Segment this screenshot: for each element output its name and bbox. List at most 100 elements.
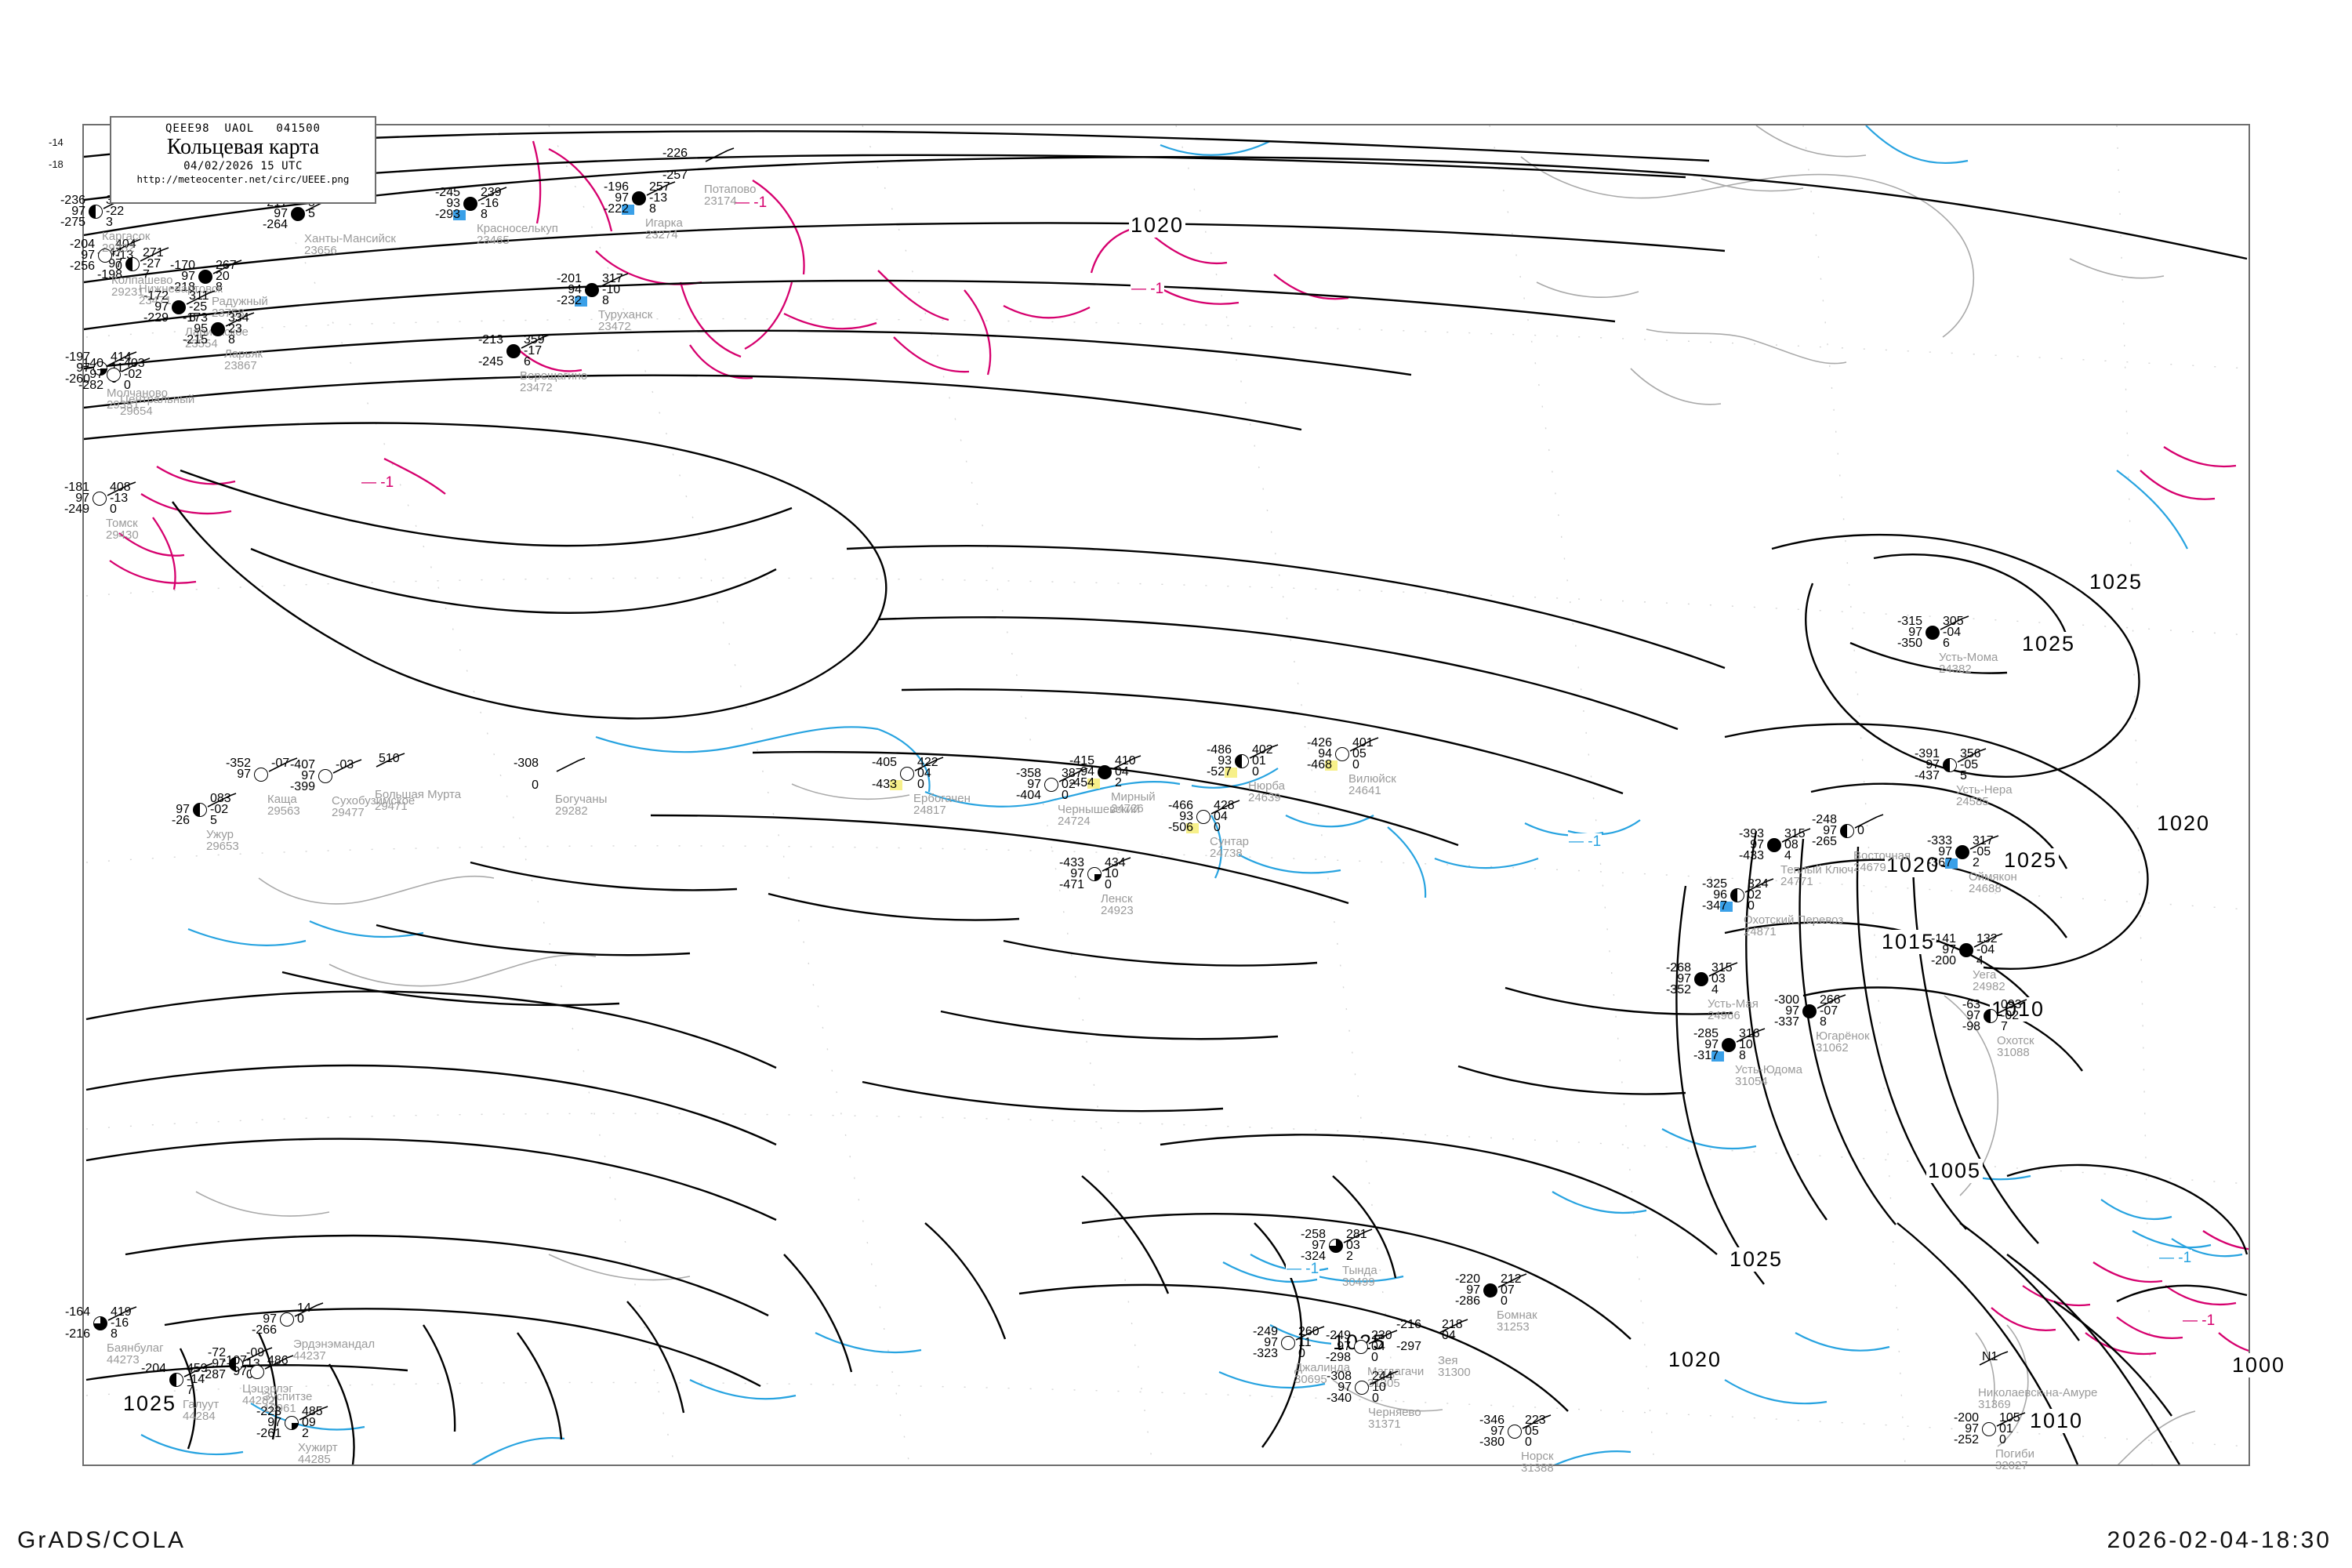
station-name-label: Каргасок 29232 [102, 230, 150, 254]
station-pressure: 414 [111, 350, 132, 364]
station-past-weather: 4 [1976, 954, 1984, 967]
station-name-label: Погиби 32027 [1995, 1448, 2034, 1472]
station-dewpoint: -287 [200, 1368, 226, 1381]
station-past-weather: 0 [1062, 789, 1069, 802]
station-temperature: -141 [1930, 932, 1956, 946]
station-dewpoint: -282 [78, 379, 103, 392]
wind-barb-icon [521, 334, 550, 349]
station-wmo-id: 44273 [107, 1353, 140, 1367]
station-visibility: 97 [176, 803, 190, 816]
station-temperature: -197 [64, 350, 90, 364]
station-visibility: 97 [1264, 1336, 1278, 1349]
station-wmo-id: 31388 [1521, 1461, 1554, 1475]
station-cloud-cover-symbol [318, 769, 332, 783]
station-dewpoint: -468 [1306, 758, 1332, 771]
station-pressure-tendency: -16 [111, 1316, 129, 1330]
station-pressure-tendency: -13 [110, 492, 129, 505]
isobar-value-label: 1025 [2002, 848, 2060, 873]
station-dewpoint: -200 [1930, 954, 1956, 967]
station-cloud-cover-symbol [585, 283, 599, 297]
station-past-weather: 0 [1999, 1433, 2006, 1446]
title-block: QEEE98 UAOL 041500 Кольцевая карта 04/02… [110, 116, 376, 204]
station-temperature: -226 [662, 147, 688, 160]
station-pressure-tendency: 10 [1105, 867, 1119, 880]
isallobar-value-label: — -1 [2158, 1250, 2193, 1267]
station-name-label: Ужур 29653 [206, 829, 239, 852]
snow-marker-icon [575, 296, 587, 307]
station-wmo-id: 24585 [1956, 795, 1989, 808]
station-name: Игарка [645, 216, 683, 230]
station-temperature: -308 [513, 757, 539, 770]
station-past-weather: 8 [216, 281, 223, 294]
station-wmo-id: 31054 [1735, 1075, 1768, 1088]
station-past-weather: 0 [1214, 821, 1221, 834]
station-pressure-tendency: 04 [1442, 1329, 1456, 1342]
station-dewpoint: -433 [871, 778, 897, 791]
station-name: Вилюйск [1348, 772, 1396, 786]
station-pressure: 14 [297, 1301, 311, 1315]
snow-marker-icon [453, 210, 466, 220]
station-past-weather: 0 [1371, 1351, 1378, 1364]
station-past-weather: 4 [1784, 849, 1791, 862]
station-name-label: Молчаново 29331 [107, 387, 168, 411]
station-wmo-id: 23472 [598, 320, 631, 333]
wind-barb-icon [207, 793, 237, 808]
station-dewpoint: -404 [1015, 789, 1041, 802]
station-name-label: Ларьяк 23867 [224, 348, 263, 372]
station-pressure-tendency: -05 [1973, 845, 1991, 858]
station-name: Большая Мурта [375, 788, 462, 801]
station-pressure-tendency: 07 [1501, 1283, 1515, 1297]
station-cloud-cover-symbol [1730, 888, 1744, 902]
station-name: Туруханск [598, 308, 653, 321]
station-temperature: -325 [1701, 877, 1727, 891]
station-name: Томск [106, 517, 138, 530]
station-dewpoint: -380 [1479, 1436, 1504, 1449]
station-dewpoint: -340 [1326, 1392, 1352, 1405]
station-wmo-id: 24982 [1973, 980, 2005, 993]
station-wmo-id: 24966 [1708, 1009, 1740, 1022]
station-pressure: 387 [1062, 767, 1083, 780]
station-cloud-cover-symbol [1098, 765, 1112, 779]
station-wmo-id: 44285 [298, 1453, 331, 1466]
station-cloud-cover-symbol [1335, 747, 1349, 761]
station-name: Ужур [206, 828, 234, 841]
station-visibility: 97 [1785, 1004, 1799, 1018]
station-cloud-cover-symbol [1959, 943, 1973, 957]
station-dewpoint: -198 [96, 268, 122, 281]
fog-marker-icon [1087, 779, 1100, 789]
station-visibility: 97 [89, 368, 103, 381]
station-visibility: 97 [1466, 1283, 1480, 1297]
station-visibility: 97 [1070, 867, 1084, 880]
isobar-value-label: 1025 [2020, 632, 2078, 656]
station-dewpoint: -252 [1953, 1433, 1979, 1446]
station-name-label: Нижневартовск 23471 [139, 283, 223, 307]
station-temperature: -181 [64, 481, 89, 494]
isallobar-value-label: — -1 [2182, 1312, 2216, 1330]
wind-barb-icon [1979, 1351, 2009, 1366]
station-name: Охотск [1997, 1034, 2034, 1047]
station-name-label: Бомнак 31253 [1497, 1309, 1537, 1333]
station-pressure: 244 [1372, 1370, 1393, 1383]
isobar-layer [84, 130, 2249, 1465]
station-dewpoint: -297 [1396, 1340, 1421, 1353]
station-pressure-tendency: 04 [917, 767, 931, 780]
station-past-weather: 0 [124, 379, 131, 392]
station-pressure-tendency: 10 [1372, 1381, 1386, 1394]
isobar-value-label: 1025 [1728, 1247, 1785, 1272]
station-wmo-id: 23656 [304, 244, 337, 257]
station-name: Ларьяк [224, 347, 263, 361]
station-past-weather: 5 [210, 814, 217, 827]
isobar-value-label: 1005 [1926, 1159, 1984, 1183]
station-dewpoint: -257 [662, 169, 688, 182]
station-visibility: 97 [267, 1416, 281, 1429]
station-temperature: -172 [143, 289, 169, 303]
station-name-label: Джалинда 30695 [1294, 1362, 1350, 1385]
station-name-label: Каща 29563 [267, 793, 300, 817]
station-pressure-tendency: -16 [481, 197, 499, 210]
station-past-weather: 6 [189, 311, 196, 325]
station-name: Хужирт [298, 1441, 338, 1454]
isobar-value-label: 1020 [1885, 853, 1942, 877]
station-visibility: 97 [301, 769, 315, 782]
station-pressure-tendency: 04 [1214, 810, 1228, 823]
station-visibility: 97 [212, 1357, 226, 1370]
